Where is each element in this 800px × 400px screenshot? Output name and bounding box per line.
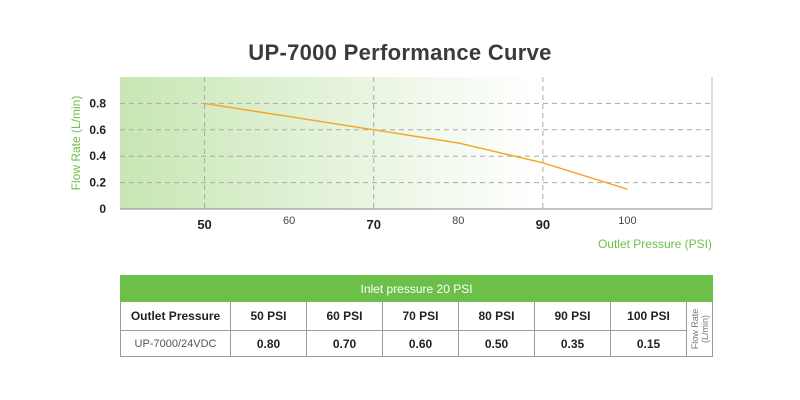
- x-tick-label: 80: [452, 215, 464, 227]
- x-axis-label: Outlet Pressure (PSI): [598, 237, 712, 251]
- model-name: UP-7000/24VDC: [120, 330, 231, 357]
- flow-curve-line: [204, 102, 628, 190]
- y-tick-label: 0.2: [89, 176, 106, 190]
- y-tick-labels: 0 0.2 0.4 0.6 0.8: [89, 96, 106, 216]
- table-row: UP-7000/24VDC 0.80 0.70 0.60 0.50 0.35 0…: [120, 330, 713, 357]
- unit-label-line1: Flow Rate: [689, 308, 700, 350]
- y-tick-label: 0: [99, 202, 106, 216]
- column-header: 90 PSI: [534, 301, 611, 331]
- performance-chart: 0 0.2 0.4 0.6 0.8 50 60 70 80 90 100 Flow Rate (L…: [69, 77, 713, 251]
- table-title-row: Inlet pressure 20 PSI: [119, 275, 714, 302]
- inlet-pressure-header: Inlet pressure 20 PSI: [119, 275, 714, 302]
- x-tick-label: 70: [366, 217, 380, 232]
- unit-label-line2: (L/min): [699, 314, 710, 344]
- table-cell: 0.35: [534, 330, 611, 357]
- column-header: 60 PSI: [306, 301, 383, 331]
- chart-title: UP-7000 Performance Curve: [248, 40, 552, 65]
- x-tick-labels: 50 60 70 80 90 100: [197, 215, 636, 232]
- flow-rate-unit-cell: Flow Rate (L/min): [685, 301, 714, 357]
- y-axis-label: Flow Rate (L/min): [69, 96, 83, 191]
- x-tick-label: 90: [536, 217, 550, 232]
- y-tick-label: 0.8: [89, 96, 106, 110]
- performance-table: Inlet pressure 20 PSI Outlet Pressure 50…: [119, 275, 714, 357]
- column-header: 100 PSI: [610, 301, 687, 331]
- column-header: 50 PSI: [230, 301, 307, 331]
- table-cell: 0.70: [306, 330, 383, 357]
- column-header: 80 PSI: [458, 301, 535, 331]
- outlet-pressure-label: Outlet Pressure: [120, 301, 231, 331]
- y-tick-label: 0.6: [89, 123, 106, 137]
- table-cell: 0.50: [458, 330, 535, 357]
- table-cell: 0.80: [230, 330, 307, 357]
- x-tick-label: 100: [618, 215, 636, 227]
- table-header-row: Outlet Pressure 50 PSI 60 PSI 70 PSI 80 …: [120, 301, 714, 357]
- table-cell: 0.60: [382, 330, 459, 357]
- plot-background: [120, 77, 712, 209]
- table-cell: 0.15: [610, 330, 687, 357]
- y-tick-label: 0.4: [89, 149, 106, 163]
- x-tick-label: 50: [197, 217, 211, 232]
- column-header: 70 PSI: [382, 301, 459, 331]
- grid-lines: [120, 77, 712, 209]
- x-tick-label: 60: [283, 215, 295, 227]
